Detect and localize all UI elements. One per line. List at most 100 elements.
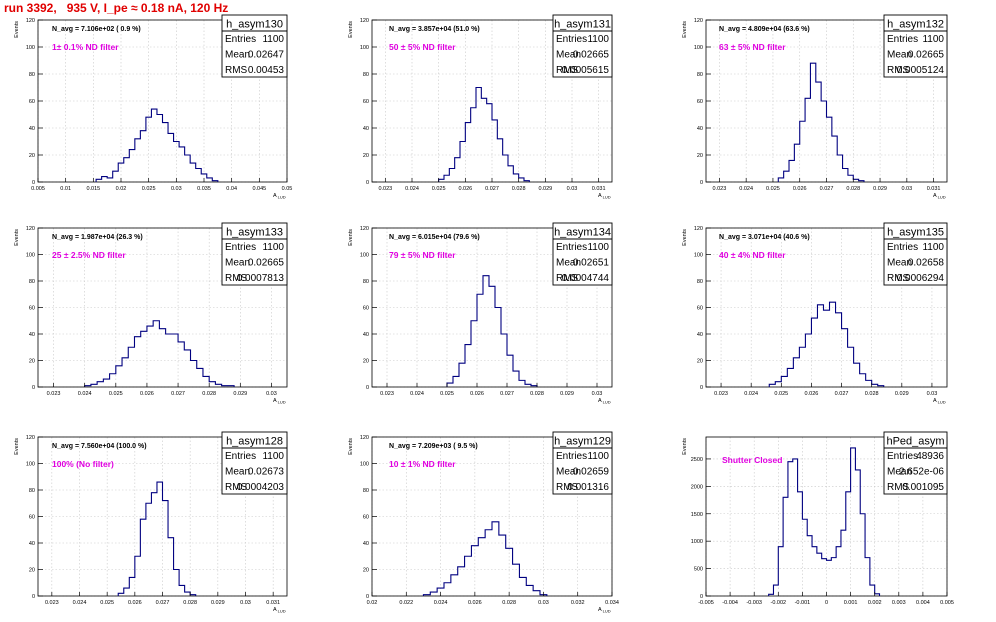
x-axis-title: ALUD [598,398,611,405]
x-tick-label: 0.024 [78,391,92,397]
stat-label-mean: Mean [556,467,581,478]
y-tick-label: 60 [29,306,35,312]
y-axis-title: Events [682,21,688,38]
filter-label: 1± 0.1% ND filter [52,42,119,52]
y-axis-title: Events [14,229,20,246]
x-tick-label: 0.005 [31,186,45,192]
histogram-bin [487,104,492,182]
histogram-bin [787,368,793,387]
x-axis-title: ALUD [598,193,611,200]
stat-value-entries: 48936 [916,451,944,462]
histogram-name: hPed_asym [886,436,944,448]
stat-value-mean: 0.02665 [573,50,610,61]
x-tick-label: 0.029 [895,391,909,397]
x-tick-label: 0.035 [197,186,211,192]
stat-value-rms: 0.001095 [902,482,944,493]
histogram-bin [810,63,815,182]
x-tick-label: 0.023 [45,600,59,606]
y-tick-label: 2500 [691,457,703,463]
y-tick-label: 100 [26,45,35,51]
histogram-bin [783,497,788,596]
histogram-panel-h_asym130: 0.005 0.01 0.015 0.02 0.025 0.03 0.035 0.04 0.04… [14,14,292,200]
x-tick-label: 0.034 [605,600,619,606]
x-tick-label: 0.029 [873,186,887,192]
histogram-bin [821,101,826,182]
histogram-bin [179,147,185,182]
run-title: run 3392, 935 V, I_pe ≈ 0.18 nA, 120 Hz [4,1,229,15]
stat-label-entries: Entries [556,34,587,45]
x-tick-label: 0.023 [714,391,728,397]
x-tick-label: 0.027 [171,391,185,397]
n-avg-label: N_avg = 3.071e+04 (40.6 %) [719,234,810,241]
y-tick-label: 100 [360,45,369,51]
stat-value-rms: 0.0007813 [237,273,285,284]
x-tick-label: 0.023 [47,391,61,397]
histogram-bin [794,144,799,182]
histogram-bin [773,585,778,596]
histogram-bin [191,361,197,388]
histogram-bin [184,350,190,387]
histogram-bin [163,501,169,596]
x-tick-label: 0.023 [380,391,394,397]
y-tick-label: 60 [697,306,703,312]
y-axis-title: Events [348,438,354,455]
x-tick-label: 0.02 [116,186,127,192]
histogram-bin [116,366,122,387]
stat-value-mean: 0.02673 [248,467,285,478]
histogram-bin [485,530,492,596]
y-tick-label: 120 [360,226,369,232]
stat-label-mean: Mean [887,50,912,61]
histogram-bin [513,564,520,596]
x-tick-label: 0.02 [367,600,378,606]
histogram-bin [843,169,848,183]
y-tick-label: 500 [694,567,703,573]
histogram-bin [508,166,513,182]
y-tick-label: 20 [29,568,35,574]
histogram-name: h_asym134 [554,227,611,239]
histogram-bin [492,522,499,596]
histogram-bin [503,155,508,182]
histogram-bin [848,175,853,182]
y-tick-label: 0 [366,594,369,600]
x-tick-label: -0.003 [746,600,762,606]
stat-label-entries: Entries [556,242,587,253]
histogram-panel-h_asym132: 0.023 0.024 0.025 0.026 0.027 0.028 0.029 0.03 0… [682,14,948,200]
tick-marks [38,436,274,597]
histogram-bin [831,558,836,596]
histogram-bin [807,536,812,596]
y-tick-label: 120 [360,18,369,24]
histogram-bin [832,136,837,182]
histogram-bin [817,305,823,387]
stat-label-mean: Mean [556,258,581,269]
histogram-bin [178,342,184,387]
y-tick-label: 20 [697,153,703,159]
histogram-bin [449,169,454,183]
y-tick-label: 100 [694,45,703,51]
stat-value-mean: 0.02659 [573,467,610,478]
x-tick-label: -0.002 [770,600,786,606]
histogram-bin [113,171,119,182]
x-axis-title: ALUD [273,398,286,405]
y-tick-label: 120 [26,18,35,24]
x-tick-label: 0.005 [940,600,954,606]
histogram-bin [866,380,872,387]
filter-label: 63 ± 5% ND filter [719,42,786,52]
filter-label: 50 ± 5% ND filter [389,42,456,52]
stat-value-entries: 1100 [922,34,944,45]
stats-box: h_asym133 Entries 1100 Mean0.02665RMS0.0007… [221,222,288,286]
filter-label: 10 ± 1% ND filter [389,459,456,469]
x-tick-label: 0.023 [713,186,727,192]
histogram-bin [836,547,841,596]
x-tick-label: 0.027 [820,186,834,192]
x-axis-title: ALUD [273,193,286,200]
tick-marks [371,436,613,597]
x-tick-label: 0.024 [434,600,448,606]
x-tick-label: 0.026 [470,391,484,397]
histogram-panel-h_asym135: 0.023 0.024 0.025 0.026 0.027 0.028 0.029 0.03 0… [682,222,948,405]
histogram-bin [458,567,465,596]
y-tick-label: 20 [363,359,369,365]
y-tick-label: 0 [32,385,35,391]
